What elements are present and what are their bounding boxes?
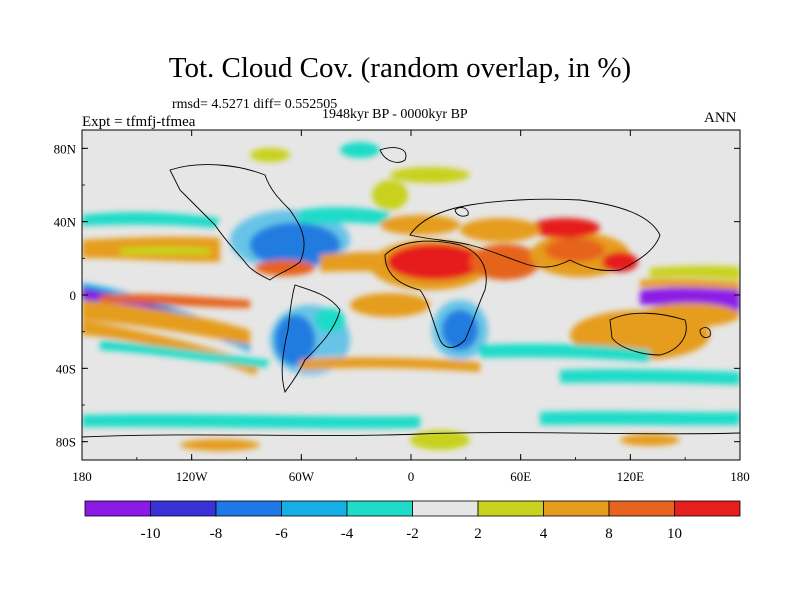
colorbar-level-label: -8 <box>210 526 223 542</box>
colorbar-level-label: 8 <box>605 526 613 542</box>
lon-tick-label: 60E <box>510 469 531 484</box>
colorbar: -10 -8 -6 -4 -2 2 4 8 10 <box>84 500 741 542</box>
experiment-label: Expt = tfmfj-tfmea <box>82 114 196 130</box>
colorbar-box <box>215 500 282 517</box>
lat-tick-label: 80S <box>56 435 76 450</box>
lat-tick-label: 40N <box>54 215 77 230</box>
colorbar-level-label: -6 <box>275 526 288 542</box>
lon-tick-label: 0 <box>408 469 415 484</box>
colorbar-box <box>477 500 544 517</box>
period-label: 1948kyr BP - 0000kyr BP <box>322 107 468 122</box>
stats-line: rmsd= 4.5271 diff= 0.552505 <box>172 97 338 112</box>
lon-tick-label: 120E <box>617 469 645 484</box>
lat-tick-label: 40S <box>56 361 76 376</box>
colorbar-level-label: 10 <box>667 526 682 542</box>
season-label: ANN <box>704 110 737 126</box>
lat-tick-label: 0 <box>70 288 77 303</box>
lon-tick-label: 180 <box>72 469 92 484</box>
colorbar-box <box>608 500 675 517</box>
colorbar-level-label: 2 <box>474 526 482 542</box>
colorbar-box <box>281 500 348 517</box>
lat-tick-label: 80N <box>54 141 77 156</box>
colorbar-box <box>412 500 479 517</box>
colorbar-box <box>150 500 217 517</box>
latitude-axis: 80N 40N 0 40S 80S <box>54 141 740 450</box>
coastlines <box>82 147 740 438</box>
lon-tick-label: 120W <box>176 469 209 484</box>
colorbar-box <box>84 500 151 517</box>
lon-tick-label: 180 <box>730 469 750 484</box>
colorbar-level-label: 4 <box>540 526 548 542</box>
colorbar-level-label: -10 <box>141 526 161 542</box>
colorbar-box <box>674 500 741 517</box>
colorbar-box <box>346 500 413 517</box>
map-title: Tot. Cloud Cov. (random overlap, in %) <box>168 52 632 84</box>
longitude-axis: 180 120W 60W 0 60E 120E 180 <box>72 130 750 484</box>
colorbar-level-label: -2 <box>406 526 419 542</box>
colorbar-box <box>543 500 610 517</box>
colorbar-level-label: -4 <box>341 526 354 542</box>
lon-tick-label: 60W <box>289 469 315 484</box>
